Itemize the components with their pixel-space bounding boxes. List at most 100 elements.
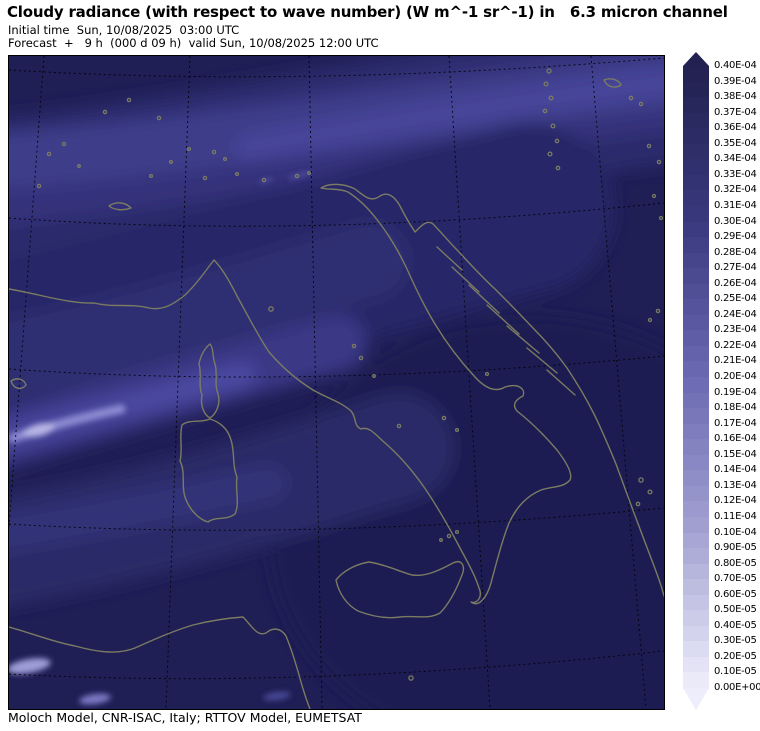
colorbar-segment (683, 66, 709, 83)
coast-menorca (10, 378, 27, 390)
colorbar-segment (683, 423, 709, 440)
colorbar-segment (683, 672, 709, 689)
coast-sicily (335, 561, 465, 619)
colorbar-segment (683, 579, 709, 596)
colorbar-tick-label: 0.38E-04 (714, 91, 757, 103)
colorbar-tick-label: 0.21E-04 (714, 355, 757, 367)
colorbar-tick-label: 0.70E-05 (714, 573, 757, 585)
forecast-time-text: Forecast + 9 h (000 d 09 h) valid Sun, 1… (8, 36, 379, 50)
colorbar-tick-label: 0.90E-05 (714, 542, 757, 554)
initial-time-text: Initial time Sun, 10/08/2025 03:00 UTC (8, 23, 240, 37)
colorbar-segment (683, 205, 709, 223)
colorbar-segment (683, 532, 709, 549)
colorbar-segment (683, 97, 709, 114)
colorbar-tick-label: 0.40E-04 (714, 60, 757, 71)
colorbar-segment (683, 377, 709, 394)
colorbar-gradient (683, 66, 709, 689)
colorbar-segment (683, 112, 709, 129)
colorbar-segment (683, 408, 709, 425)
colorbar-tick-label: 0.17E-04 (714, 417, 757, 429)
coast-sardinia (179, 418, 239, 523)
colorbar-tick-label: 0.26E-04 (714, 277, 757, 289)
coast-north-africa (9, 616, 311, 709)
island-lake-specks (36, 68, 664, 681)
coast-corsica (198, 343, 220, 419)
colorbar-segment (683, 485, 709, 502)
colorbar-segment (683, 656, 709, 674)
colorbar-tick-label: 0.34E-04 (714, 153, 757, 165)
colorbar-tick-label: 0.23E-04 (714, 324, 757, 336)
colorbar-tick-label: 0.19E-04 (714, 386, 757, 398)
colorbar-tick-label: 0.20E-05 (714, 650, 757, 662)
colorbar-tick-label: 0.24E-04 (714, 308, 757, 320)
colorbar-segment (683, 190, 709, 207)
colorbar-arrow-down-icon (683, 688, 709, 710)
colorbar-segment (683, 174, 709, 191)
colorbar-segment (683, 501, 709, 518)
colorbar-tick-label: 0.22E-04 (714, 339, 757, 351)
colorbar-segment (683, 314, 709, 331)
colorbar-tick-label: 0.00E+00 (714, 682, 760, 693)
colorbar-tick-label: 0.15E-04 (714, 448, 757, 460)
coastline-layer (9, 78, 664, 709)
colorbar-segment (683, 330, 709, 347)
colorbar-tick-label: 0.16E-04 (714, 433, 757, 445)
colorbar-tick-label: 0.33E-04 (714, 168, 757, 180)
colorbar-segment (683, 361, 709, 378)
cloud-wisp-layer (9, 171, 311, 705)
colorbar-segment (683, 594, 709, 611)
colorbar-segment (683, 283, 709, 300)
model-credit-text: Moloch Model, CNR-ISAC, Italy; RTTOV Mod… (8, 710, 362, 725)
colorbar-tick-label: 0.11E-04 (714, 510, 757, 522)
colorbar-tick-label: 0.28E-04 (714, 246, 757, 258)
colorbar-tick-label: 0.10E-04 (714, 526, 757, 538)
colorbar-segment (683, 252, 709, 269)
colorbar-segment (683, 516, 709, 534)
colorbar-segment (683, 268, 709, 285)
colorbar-segment (683, 128, 709, 145)
colorbar: 0.40E-04 0.39E-04 0.38E-04 0.37E-04 0.36E-04… (683, 52, 760, 714)
colorbar-segment (683, 454, 709, 471)
colorbar-segment (683, 392, 709, 409)
colorbar-tick-label: 0.36E-04 (714, 122, 757, 134)
cloud-band-layer (9, 56, 664, 709)
colorbar-tick-label: 0.40E-05 (714, 619, 757, 631)
colorbar-tick-label: 0.18E-04 (714, 402, 757, 414)
colorbar-segment (683, 439, 709, 456)
colorbar-tick-label: 0.12E-04 (714, 495, 757, 507)
colorbar-segment (683, 159, 709, 176)
colorbar-arrow-up-icon (683, 52, 709, 66)
colorbar-segment (683, 470, 709, 487)
colorbar-segment (683, 81, 709, 98)
colorbar-segment (683, 548, 709, 565)
colorbar-tick-label: 0.20E-04 (714, 371, 757, 382)
colorbar-segment (683, 143, 709, 160)
colorbar-tick-label: 0.32E-04 (714, 184, 757, 196)
colorbar-tick-label: 0.31E-04 (714, 199, 757, 211)
colorbar-tick-label: 0.50E-05 (714, 604, 757, 616)
colorbar-tick-label: 0.39E-04 (714, 75, 757, 87)
colorbar-segment (683, 345, 709, 363)
colorbar-segment (683, 221, 709, 238)
colorbar-tick-label: 0.35E-04 (714, 137, 757, 149)
colorbar-tick-label: 0.60E-05 (714, 588, 757, 600)
colorbar-segment (683, 641, 709, 658)
colorbar-segment (683, 299, 709, 316)
lake-geneva (108, 202, 132, 211)
colorbar-tick-label: 0.27E-04 (714, 262, 757, 274)
colorbar-segment (683, 563, 709, 580)
colorbar-tick-label: 0.10E-05 (714, 666, 757, 678)
colorbar-segment (683, 625, 709, 642)
coast-mainland (9, 183, 664, 605)
colorbar-tick-label: 0.80E-05 (714, 557, 757, 569)
radiance-map-svg (9, 56, 664, 709)
colorbar-segment (683, 610, 709, 627)
colorbar-tick-label: 0.29E-04 (714, 231, 757, 243)
map-canvas (8, 55, 665, 710)
colorbar-tick-label: 0.13E-04 (714, 479, 757, 491)
colorbar-tick-label: 0.30E-05 (714, 635, 757, 647)
colorbar-tick-label: 0.30E-04 (714, 215, 757, 227)
colorbar-tick-label: 0.14E-04 (714, 464, 757, 476)
coast-dalmatian-islands (436, 246, 576, 396)
